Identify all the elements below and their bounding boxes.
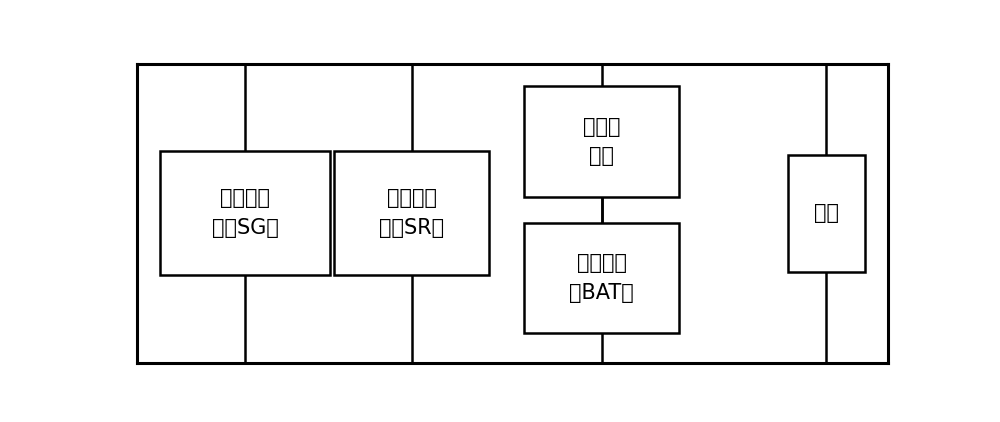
Bar	[524, 223, 679, 333]
Bar	[334, 151, 489, 275]
Text: 蓄电池组
（BAT）: 蓄电池组 （BAT）	[569, 253, 634, 303]
Bar	[524, 87, 679, 197]
Text: 分流调节
器（SR）: 分流调节 器（SR）	[379, 188, 444, 238]
Text: 太阳电池
阵（SG）: 太阳电池 阵（SG）	[212, 188, 279, 238]
Bar	[788, 154, 865, 272]
Text: 充放电
调节: 充放电 调节	[583, 117, 620, 166]
Bar	[160, 151, 330, 275]
Text: 负载: 负载	[814, 203, 839, 223]
